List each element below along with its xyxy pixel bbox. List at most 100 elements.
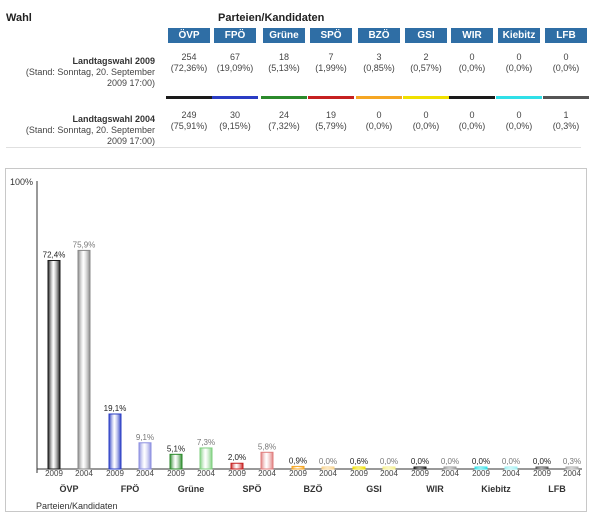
vote-count: 0 xyxy=(516,52,522,62)
row-subtitle: (Stand: Sonntag, 20. September xyxy=(25,125,155,135)
series-year-label: 2009 xyxy=(228,469,246,478)
vote-count: 7 xyxy=(328,52,334,62)
party-head-3: SPÖ xyxy=(310,28,352,43)
row-title: Landtagswahl 2009 xyxy=(72,56,155,66)
bar-2004 xyxy=(77,249,91,470)
series-year-label: 2009 xyxy=(45,469,63,478)
bar-2009 xyxy=(169,453,183,470)
series-year-label: 2004 xyxy=(563,469,581,478)
party-head-6: WIR xyxy=(451,28,493,43)
data-label: 0,3% xyxy=(563,457,581,466)
data-label: 0,0% xyxy=(472,457,490,466)
category-label: WIR xyxy=(426,484,444,494)
vote-count: 0 xyxy=(563,52,569,62)
parteien-header: Parteien/Kandidaten xyxy=(218,12,325,24)
category-label: ÖVP xyxy=(59,484,78,494)
result-cell: 0 (0,0%) xyxy=(451,110,493,132)
row-label: Landtagswahl 2009 (Stand: Sonntag, 20. Se… xyxy=(0,56,155,89)
vote-percent: (0,0%) xyxy=(412,121,440,131)
vote-percent: (7,32%) xyxy=(268,121,300,131)
result-cell: 30 (9,15%) xyxy=(214,110,256,132)
result-cell: 249 (75,91%) xyxy=(168,110,210,132)
data-label: 0,0% xyxy=(319,457,337,466)
vote-count: 0 xyxy=(469,110,475,120)
vote-percent: (0,3%) xyxy=(552,121,580,131)
data-label: 5,1% xyxy=(167,444,185,453)
result-cell: 0 (0,0%) xyxy=(498,52,540,74)
series-year-label: 2009 xyxy=(167,469,185,478)
party-head-8: LFB xyxy=(545,28,587,43)
data-label: 0,0% xyxy=(502,457,520,466)
x-axis-title: Parteien/Kandidaten xyxy=(36,501,118,511)
data-label: 5,8% xyxy=(258,442,276,451)
bar-2009 xyxy=(108,413,122,470)
bar-2009 xyxy=(413,466,427,470)
vote-percent: (0,57%) xyxy=(410,63,442,73)
bar-chart: 100% 72,4% 2009 75,9% 2004 ÖVP 19,1% 2009 9,1% 20… xyxy=(10,177,582,511)
category-label: Grüne xyxy=(178,484,205,494)
vote-percent: (0,85%) xyxy=(363,63,395,73)
result-cell: 67 (19,09%) xyxy=(214,52,256,74)
result-cell: 18 (5,13%) xyxy=(263,52,305,74)
result-cell: 0 (0,0%) xyxy=(405,110,447,132)
vote-count: 249 xyxy=(181,110,197,120)
vote-count: 2 xyxy=(423,52,429,62)
result-cell: 7 (1,99%) xyxy=(310,52,352,74)
party-color-bar xyxy=(166,96,212,99)
category-label: GSI xyxy=(366,484,382,494)
vote-count: 30 xyxy=(229,110,240,120)
vote-percent: (75,91%) xyxy=(170,121,208,131)
vote-percent: (19,09%) xyxy=(216,63,254,73)
chart-panel: 100% 72,4% 2009 75,9% 2004 ÖVP 19,1% 2009 9,1% 20… xyxy=(5,168,587,512)
data-label: 19,1% xyxy=(104,404,127,413)
vote-count: 1 xyxy=(563,110,569,120)
party-color-bar xyxy=(543,96,589,99)
vote-percent: (0,0%) xyxy=(505,121,533,131)
vote-percent: (0,0%) xyxy=(365,121,393,131)
data-label: 72,4% xyxy=(43,250,66,259)
row-subtitle: (Stand: Sonntag, 20. September xyxy=(25,67,155,77)
series-year-label: 2004 xyxy=(136,469,154,478)
category-label: FPÖ xyxy=(121,484,140,494)
bar-2009 xyxy=(352,466,366,470)
bar-2004 xyxy=(138,442,152,470)
y-max-label: 100% xyxy=(10,177,33,187)
bar-2004 xyxy=(565,466,579,470)
category-label: LFB xyxy=(548,484,566,494)
divider xyxy=(6,147,581,148)
vote-percent: (0,0%) xyxy=(505,63,533,73)
series-year-label: 2009 xyxy=(289,469,307,478)
data-label: 0,0% xyxy=(533,457,551,466)
result-cell: 0 (0,0%) xyxy=(451,52,493,74)
bar-2009 xyxy=(47,259,61,470)
vote-percent: (5,13%) xyxy=(268,63,300,73)
series-year-label: 2004 xyxy=(258,469,276,478)
result-cell: 254 (72,36%) xyxy=(168,52,210,74)
series-year-label: 2009 xyxy=(533,469,551,478)
party-head-2: Grüne xyxy=(263,28,305,43)
bar-2004 xyxy=(321,466,335,470)
vote-percent: (5,79%) xyxy=(315,121,347,131)
series-year-label: 2004 xyxy=(197,469,215,478)
bar-2004 xyxy=(199,447,213,470)
vote-count: 0 xyxy=(516,110,522,120)
result-cell: 0 (0,0%) xyxy=(358,110,400,132)
party-head-4: BZÖ xyxy=(358,28,400,43)
series-year-label: 2009 xyxy=(472,469,490,478)
result-cell: 19 (5,79%) xyxy=(310,110,352,132)
row-subtitle: 2009 17:00) xyxy=(106,136,155,146)
result-cell: 2 (0,57%) xyxy=(405,52,447,74)
series-year-label: 2004 xyxy=(319,469,337,478)
series-year-label: 2009 xyxy=(411,469,429,478)
bar-2004 xyxy=(504,466,518,470)
category-label: BZÖ xyxy=(304,484,323,494)
party-color-bar xyxy=(261,96,307,99)
data-label: 0,6% xyxy=(350,457,368,466)
category-label: Kiebitz xyxy=(481,484,511,494)
data-label: 0,9% xyxy=(289,456,307,465)
bar-2004 xyxy=(260,451,274,470)
row-title: Landtagswahl 2004 xyxy=(72,114,155,124)
data-label: 7,3% xyxy=(197,438,215,447)
vote-percent: (0,0%) xyxy=(552,63,580,73)
vote-percent: (0,0%) xyxy=(458,121,486,131)
